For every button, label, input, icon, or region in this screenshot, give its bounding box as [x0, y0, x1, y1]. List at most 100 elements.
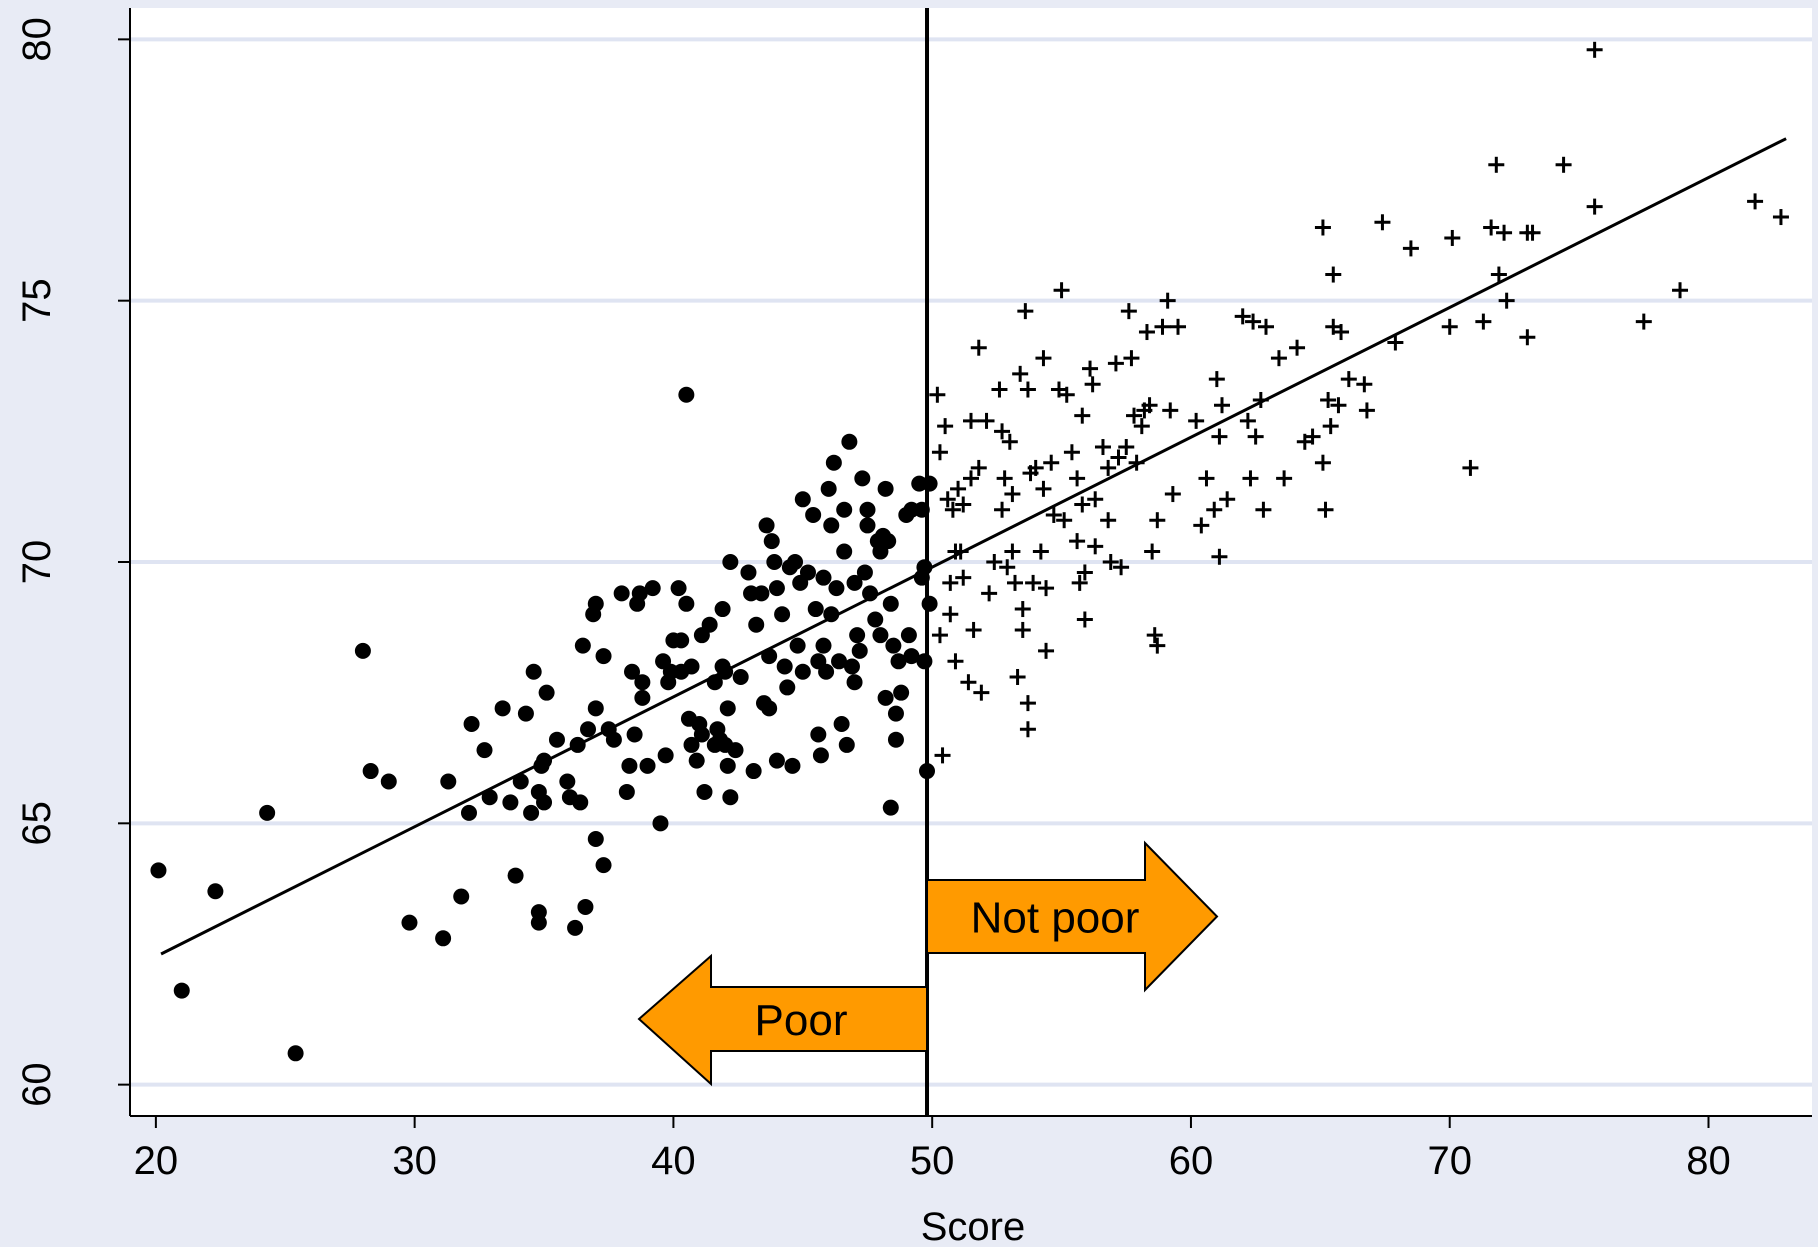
- data-point-plus: [1206, 501, 1223, 518]
- x-tick-label-70: 70: [1427, 1139, 1472, 1183]
- data-point-dot: [815, 569, 832, 586]
- data-point-plus: [942, 606, 959, 623]
- data-point-dot: [846, 574, 863, 591]
- data-point-plus: [963, 412, 979, 429]
- data-point-dot: [577, 898, 594, 915]
- data-point-dot: [613, 585, 630, 602]
- data-point-plus: [1524, 224, 1541, 241]
- data-point-plus: [1555, 156, 1572, 173]
- data-point-plus: [994, 423, 1011, 440]
- data-point-dot: [774, 606, 791, 623]
- data-point-dot: [536, 752, 553, 769]
- gridlines: [130, 37, 1812, 1087]
- data-point-dot: [836, 543, 853, 560]
- data-point-dot: [538, 684, 555, 701]
- data-point-dot: [719, 757, 736, 774]
- data-point-dot: [463, 716, 480, 733]
- data-point-plus: [1193, 517, 1210, 534]
- data-point-plus: [1004, 486, 1021, 503]
- data-point-dot: [605, 731, 622, 748]
- fit-line: [160, 137, 1787, 956]
- data-point-plus: [991, 381, 1008, 398]
- data-point-dot: [621, 757, 638, 774]
- data-point-dot: [587, 700, 604, 717]
- data-point-dot: [867, 611, 884, 628]
- data-point-dot: [859, 501, 876, 518]
- data-point-plus: [1320, 391, 1337, 408]
- data-point-dot: [657, 747, 674, 764]
- data-point-plus: [970, 459, 987, 476]
- data-point-plus: [942, 574, 959, 591]
- data-point-plus: [1289, 339, 1306, 356]
- x-tick-label-60: 60: [1169, 1139, 1214, 1183]
- data-point-plus: [1146, 627, 1163, 644]
- data-point-plus: [1149, 512, 1166, 529]
- data-point-dot: [877, 689, 894, 706]
- poor-label: Poor: [755, 996, 848, 1045]
- data-point-plus: [1012, 365, 1029, 382]
- data-point-plus: [1772, 209, 1789, 226]
- data-point-plus: [973, 684, 990, 701]
- data-point-plus: [1242, 470, 1259, 487]
- data-point-plus: [1076, 564, 1093, 581]
- data-point-dot: [784, 757, 801, 774]
- data-point-plus: [1159, 292, 1176, 309]
- data-point-dot: [849, 627, 866, 644]
- data-point-plus: [1333, 324, 1350, 341]
- data-point-plus: [929, 386, 946, 403]
- data-point-plus: [1356, 376, 1373, 393]
- data-point-dot: [453, 888, 470, 905]
- data-point-dot: [887, 731, 904, 748]
- data-point-plus: [1214, 397, 1231, 414]
- data-point-dot: [856, 564, 873, 581]
- data-point-dot: [631, 585, 648, 602]
- data-point-plus: [1045, 506, 1062, 523]
- data-point-plus: [1475, 313, 1492, 330]
- data-point-plus: [996, 470, 1013, 487]
- data-point-plus: [1519, 329, 1536, 346]
- data-point-plus: [1071, 574, 1088, 591]
- data-point-plus: [1488, 156, 1505, 173]
- data-point-dot: [794, 663, 811, 680]
- data-point-plus: [1006, 574, 1023, 591]
- data-point-plus: [960, 674, 977, 691]
- data-point-dot: [916, 653, 933, 670]
- data-point-plus: [947, 653, 964, 670]
- data-point-plus: [1027, 459, 1044, 476]
- data-point-plus: [1133, 418, 1150, 435]
- data-point-dot: [362, 763, 379, 780]
- data-point-plus: [1056, 512, 1073, 529]
- data-point-plus: [1074, 407, 1091, 424]
- data-point-dot: [921, 595, 938, 612]
- data-point-plus: [965, 621, 982, 638]
- data-point-plus: [1019, 381, 1036, 398]
- data-point-dot: [683, 736, 700, 753]
- data-point-plus: [1340, 371, 1357, 388]
- data-point-dot: [569, 736, 586, 753]
- data-point-plus: [1063, 444, 1080, 461]
- data-point-dot: [748, 616, 765, 633]
- data-point-plus: [939, 491, 956, 508]
- data-point-plus: [1118, 439, 1135, 456]
- data-point-dot: [587, 831, 604, 847]
- data-point-plus: [1110, 449, 1127, 466]
- data-point-plus: [1035, 350, 1052, 367]
- data-point-plus: [1154, 318, 1171, 335]
- data-point-dot: [900, 627, 917, 644]
- data-point-dot: [696, 783, 713, 800]
- data-point-plus: [1035, 480, 1052, 497]
- data-point-plus: [999, 559, 1016, 576]
- data-point-dot: [512, 773, 529, 790]
- data-point-plus: [981, 585, 998, 602]
- data-point-plus: [1100, 512, 1117, 529]
- data-point-dot: [587, 595, 604, 612]
- data-point-dot: [766, 554, 783, 570]
- data-point-dot: [833, 716, 850, 733]
- data-point-plus: [1402, 240, 1419, 257]
- data-point-plus: [944, 501, 961, 518]
- data-point-dot: [831, 653, 848, 670]
- data-point-plus: [1138, 324, 1155, 341]
- data-point-plus: [1038, 580, 1055, 597]
- data-point-dot: [823, 606, 840, 623]
